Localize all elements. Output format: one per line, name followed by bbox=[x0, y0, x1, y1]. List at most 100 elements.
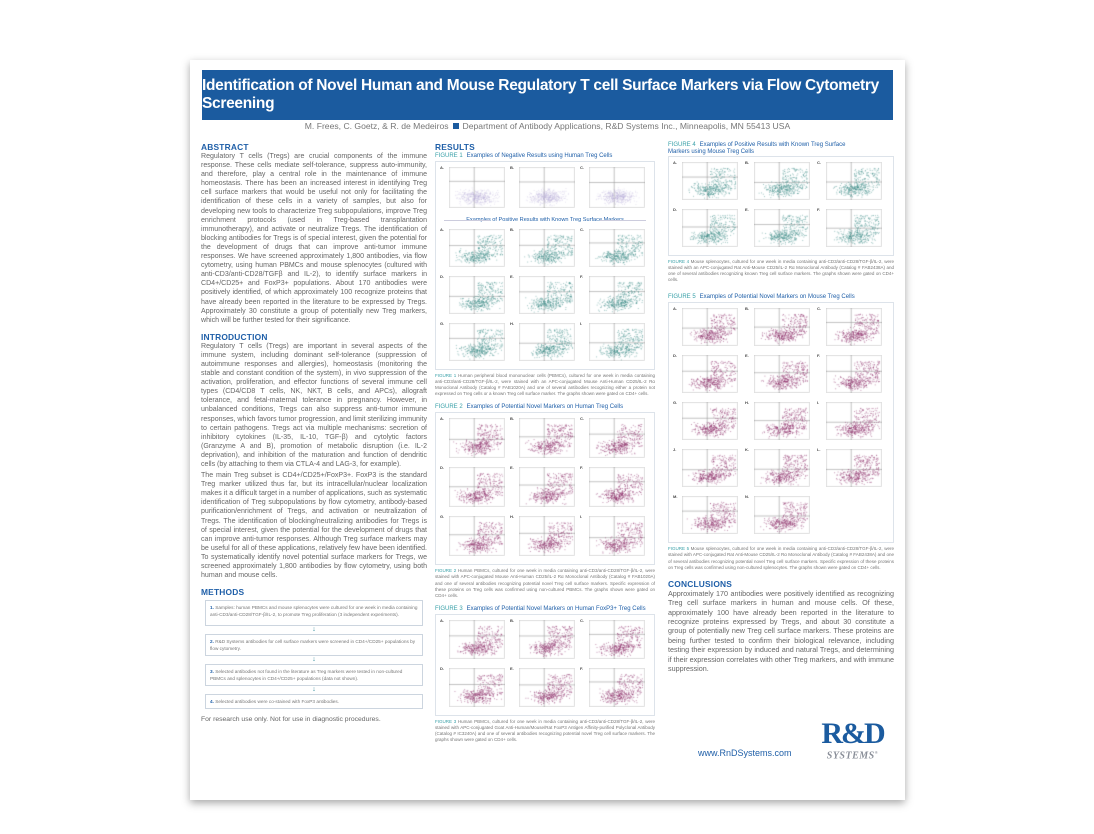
figure-panel: A. B. C. D. E. F. bbox=[435, 613, 655, 716]
scatter-plot-canvas bbox=[825, 209, 882, 247]
rnd-systems-logo: R&D SYSTEMS® bbox=[821, 717, 885, 762]
conclusions-heading: CONCLUSIONS bbox=[668, 578, 733, 589]
figure-title: Examples of Positive Results with Known … bbox=[668, 142, 846, 155]
scatter-plot-canvas bbox=[753, 496, 810, 535]
flow-cytometry-plot: I. bbox=[580, 320, 650, 367]
flow-cytometry-plot: M. bbox=[673, 493, 745, 540]
panel-letter: D. bbox=[440, 465, 444, 471]
scatter-plot-canvas bbox=[588, 467, 645, 508]
panel-letter: A. bbox=[440, 227, 444, 232]
panel-letter: M. bbox=[673, 494, 678, 500]
panel-letter: K. bbox=[744, 447, 749, 453]
flow-cytometry-plot: E. bbox=[745, 352, 817, 399]
website-link[interactable]: www.RnDSystems.com bbox=[698, 748, 792, 758]
figure-caption: FIGURE 4 Mouse splenocytes, cultured for… bbox=[668, 259, 894, 283]
caption-label: FIGURE 4 bbox=[668, 259, 690, 264]
caption-label: FIGURE 1 bbox=[435, 373, 457, 378]
flow-cytometry-plot: H. bbox=[745, 399, 817, 446]
panel-letter: B. bbox=[509, 227, 514, 232]
figure-label: FIGURE 4 bbox=[668, 142, 696, 148]
flow-cytometry-plot: C. bbox=[580, 226, 650, 273]
flow-cytometry-plot: C. bbox=[580, 617, 650, 665]
flow-cytometry-plot: K. bbox=[745, 446, 817, 493]
figure-panel: A. B. C. D. E. F. bbox=[668, 156, 894, 256]
panel-letter: A. bbox=[440, 617, 444, 623]
figure-heading: FIGURE 1 Examples of Negative Results usi… bbox=[435, 152, 655, 161]
flow-cytometry-plot: D. bbox=[440, 273, 510, 320]
step-number: 1. bbox=[210, 605, 214, 611]
results-heading: RESULTS bbox=[435, 142, 475, 152]
introduction-heading: INTRODUCTION bbox=[201, 331, 268, 342]
scatter-plot-canvas bbox=[753, 355, 810, 394]
scatter-plot-canvas bbox=[682, 308, 738, 347]
flow-cytometry-plot: B. bbox=[510, 617, 580, 665]
flow-cytometry-plot: G. bbox=[673, 399, 745, 446]
step-number: 2. bbox=[210, 639, 214, 645]
flow-cytometry-plot: C. bbox=[817, 305, 889, 352]
positive-results-subheading: Examples of Positive Results with Known … bbox=[440, 214, 650, 226]
flow-cytometry-plot: C. bbox=[580, 164, 650, 214]
scatter-plot-canvas bbox=[449, 418, 505, 459]
flow-cytometry-plot: C. bbox=[580, 415, 650, 464]
step-text: R&D Systems antibodies for cell surface … bbox=[210, 639, 416, 652]
arrow-down-icon: ↓ bbox=[312, 626, 316, 634]
step-text: Selected antibodies not found in the lit… bbox=[210, 669, 403, 682]
figure-2: FIGURE 2 Examples of Potential Novel Mark… bbox=[435, 403, 655, 598]
scatter-plot-canvas bbox=[682, 496, 738, 535]
flow-cytometry-plot: A. bbox=[673, 159, 745, 206]
authors: M. Frees, C. Goetz, & R. de Medeiros bbox=[304, 121, 449, 131]
introduction-text: Regulatory T cells (Tregs) are important… bbox=[201, 342, 427, 580]
panel-letter: E. bbox=[744, 207, 749, 212]
caption-label: FIGURE 5 bbox=[668, 546, 690, 552]
figure-1: FIGURE 1 Examples of Negative Results usi… bbox=[435, 152, 655, 397]
scatter-plot-canvas bbox=[682, 355, 738, 394]
panel-letter: E. bbox=[509, 274, 514, 279]
panel-letter: A. bbox=[440, 165, 444, 170]
figure-4: FIGURE 4 Examples of Positive Results wit… bbox=[668, 142, 894, 283]
scatter-plot-canvas bbox=[518, 323, 575, 361]
figure-caption: FIGURE 1 Human peripheral blood mononucl… bbox=[435, 373, 655, 397]
caption-text: Human peripheral blood mononuclear cells… bbox=[435, 373, 655, 397]
flow-cytometry-plot: D. bbox=[673, 352, 745, 399]
methods-heading: METHODS bbox=[201, 587, 245, 598]
figure-title: Examples of Potential Novel Markers on H… bbox=[466, 605, 646, 612]
panel-letter: J. bbox=[673, 447, 677, 453]
flow-cytometry-plot: A. bbox=[673, 305, 745, 352]
scatter-plot-canvas bbox=[588, 619, 645, 659]
flow-cytometry-plot: B. bbox=[745, 159, 817, 206]
scatter-plot-canvas bbox=[682, 162, 738, 200]
scatter-plot-canvas bbox=[825, 402, 882, 441]
caption-text: Mouse splenocytes, cultured for one week… bbox=[668, 259, 894, 283]
scatter-plot-canvas bbox=[753, 449, 810, 488]
step-number: 4. bbox=[210, 699, 214, 705]
method-step: 1. Samples: human PBMCs and mouse spleno… bbox=[205, 600, 423, 627]
flow-cytometry-plot: A. bbox=[440, 226, 510, 273]
scatter-plot-canvas bbox=[449, 276, 505, 314]
flow-cytometry-plot: E. bbox=[510, 464, 580, 513]
flow-cytometry-plot: E. bbox=[510, 665, 580, 713]
scatter-plot-canvas bbox=[682, 209, 738, 247]
figure-heading: FIGURE 2 Examples of Potential Novel Mark… bbox=[435, 403, 655, 412]
scatter-plot-canvas bbox=[449, 667, 505, 707]
flow-cytometry-plot: E. bbox=[510, 273, 580, 320]
poster: Identification of Novel Human and Mouse … bbox=[190, 60, 905, 800]
panel-letter: A. bbox=[673, 160, 677, 165]
poster-title: Identification of Novel Human and Mouse … bbox=[202, 70, 893, 120]
method-step: 3. Selected antibodies not found in the … bbox=[205, 664, 423, 687]
flow-cytometry-plot: H. bbox=[510, 320, 580, 367]
scatter-plot-canvas bbox=[449, 323, 505, 361]
panel-letter: D. bbox=[673, 353, 677, 359]
flow-cytometry-plot: A. bbox=[440, 415, 510, 464]
panel-letter: B. bbox=[509, 165, 514, 170]
figure-caption: FIGURE 3 Human PBMCs, cultured for one w… bbox=[435, 719, 655, 743]
panel-letter: C. bbox=[579, 617, 584, 623]
panel-letter: C. bbox=[579, 416, 584, 422]
panel-letter: B. bbox=[744, 160, 749, 165]
panel-letter: F. bbox=[579, 665, 584, 671]
flow-cytometry-plot: B. bbox=[510, 164, 580, 214]
panel-letter: E. bbox=[509, 465, 514, 471]
panel-letter: I. bbox=[816, 400, 820, 406]
scatter-plot-canvas bbox=[825, 162, 882, 200]
scatter-plot-canvas bbox=[518, 619, 575, 659]
scatter-plot-canvas bbox=[588, 323, 645, 361]
